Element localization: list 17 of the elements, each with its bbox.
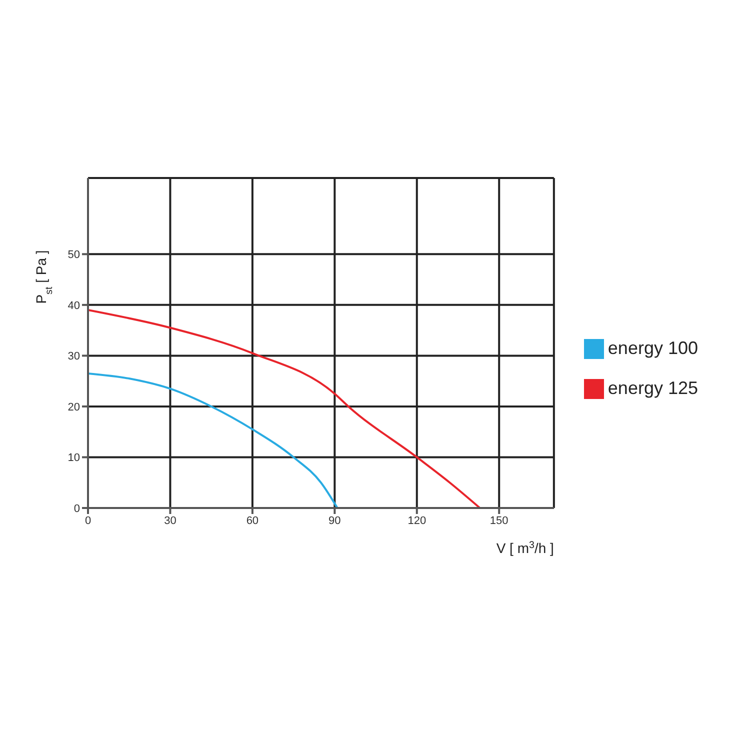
y-tick-label: 10 (68, 452, 80, 464)
x-tick-label: 0 (84, 514, 92, 527)
x-tick-label: 60 (246, 514, 259, 527)
line-series (88, 309, 481, 508)
y-tick-label: 30 (68, 350, 80, 363)
x-tick-label: 90 (328, 514, 341, 527)
y-tick-label: 20 (68, 401, 80, 414)
y-tick-label: 0 (74, 502, 80, 515)
x-tick-label: 120 (408, 514, 426, 527)
x-axis-title: V [ m$^{3}$/h ] (496, 540, 554, 556)
y-tick-label: 40 (68, 300, 80, 312)
line-series (88, 372, 338, 508)
y-tick-label: 50 (68, 249, 80, 262)
x-tick-label: 30 (164, 514, 176, 527)
legend-label: energy 125 (608, 378, 698, 398)
x-tick-label: 150 (490, 514, 508, 527)
legend-label: energy 100 (608, 338, 698, 358)
